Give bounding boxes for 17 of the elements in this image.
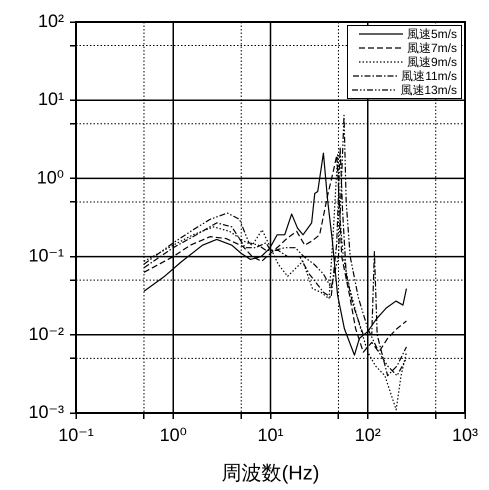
y-tick-label: 10⁻³: [28, 402, 64, 422]
legend-label: 風速9m/s: [406, 55, 457, 69]
x-tick-label: 10¹: [257, 424, 284, 445]
x-axis-title: 周波数(Hz): [222, 462, 320, 485]
legend-label: 風速7m/s: [406, 41, 457, 55]
x-tick-label: 10⁰: [160, 424, 187, 445]
y-tick-label: 10⁰: [36, 167, 64, 188]
x-tick-label: 10³: [452, 424, 478, 445]
x-tick-label: 10²: [354, 424, 381, 445]
y-tick-label: 10⁻²: [28, 324, 64, 344]
y-tick-label: 10²: [38, 10, 64, 31]
legend-label: 風速13m/s: [400, 83, 457, 97]
y-tick-label: 10⁻¹: [28, 246, 64, 266]
y-tick-label: 10¹: [38, 89, 64, 110]
x-tick-label: 10⁻¹: [58, 424, 94, 445]
legend-label: 風速5m/s: [406, 27, 457, 41]
legend-label: 風速11m/s: [401, 69, 457, 83]
